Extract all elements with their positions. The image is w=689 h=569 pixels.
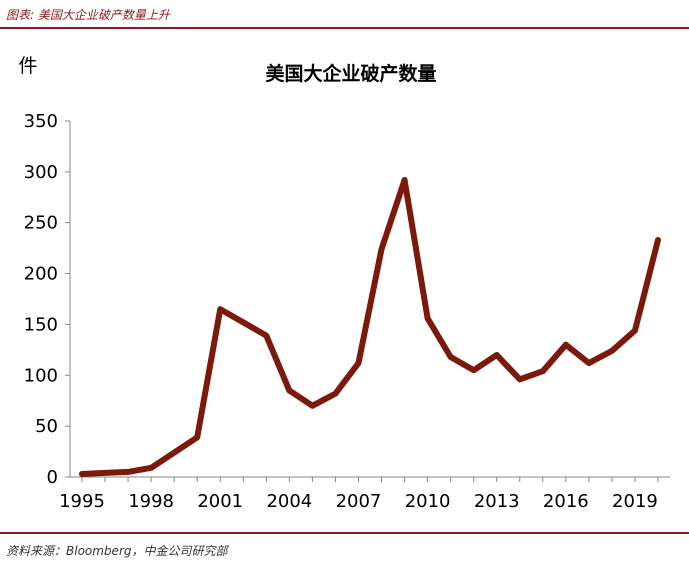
x-tick-label: 1998 — [128, 491, 174, 512]
y-tick-label: 0 — [47, 467, 58, 488]
y-tick-label: 200 — [24, 264, 58, 285]
top-divider — [0, 27, 689, 29]
x-tick-label: 2016 — [543, 491, 589, 512]
y-tick-label: 250 — [24, 213, 58, 234]
x-tick-label: 2004 — [266, 491, 312, 512]
chart-title: 美国大企业破产数量 — [265, 62, 436, 85]
x-tick-label: 2013 — [474, 491, 520, 512]
x-axis: 1995 1998 2001 2004 2007 2010 2013 2016 2019 — [59, 476, 670, 512]
x-tick-label: 2019 — [612, 491, 658, 512]
y-tick-label: 350 — [24, 111, 58, 132]
y-tick-label: 100 — [24, 365, 58, 386]
x-tick-label: 2010 — [405, 491, 451, 512]
x-tick-label: 2007 — [336, 491, 382, 512]
y-tick-label: 50 — [35, 416, 58, 437]
bottom-divider — [0, 532, 689, 534]
plot-area — [79, 176, 661, 477]
figure-caption: 图表: 美国大企业破产数量上升 — [6, 8, 170, 22]
y-axis-unit-label: 件 — [18, 55, 37, 77]
y-axis: 350 300 250 200 150 100 50 0 — [24, 111, 71, 488]
series-line — [79, 176, 661, 477]
x-tick-label: 1995 — [59, 491, 105, 512]
x-tick-label: 2001 — [197, 491, 243, 512]
y-tick-label: 150 — [24, 314, 58, 335]
y-tick-label: 300 — [24, 162, 58, 183]
source-note: 资料来源：Bloomberg，中金公司研究部 — [6, 544, 228, 558]
